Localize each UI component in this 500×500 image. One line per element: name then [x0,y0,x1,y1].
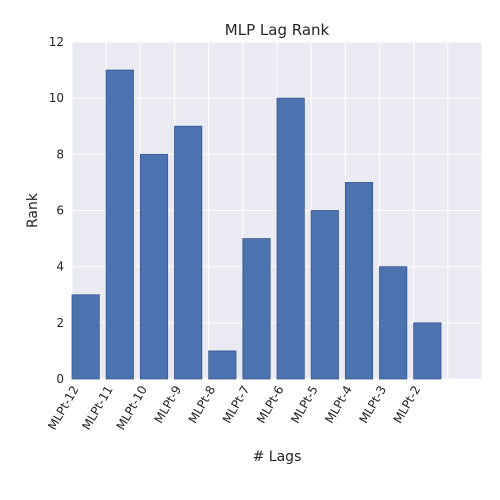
bar-MLPt-4 [344,182,374,380]
bar-MLPt-7 [242,238,271,380]
bars-group [71,69,442,380]
x-tick-label: MLPt-9 [152,383,185,425]
y-tick-label: 6 [56,204,64,218]
x-tick-label: MLPt-4 [322,383,355,425]
bar-MLPt-11 [105,69,134,380]
bar-MLPt-6 [276,97,305,380]
x-tick-label: MLPt-2 [391,383,424,425]
bar-MLPt-12 [71,294,100,380]
bar-MLPt-9 [174,125,203,380]
y-axis-label: Rank [25,192,41,228]
y-tick-label: 10 [49,91,64,105]
x-tick-label: MLPt-3 [357,383,390,425]
x-tick-label: MLPt-6 [254,383,287,425]
x-tick-label: MLPt-5 [288,383,321,425]
bar-MLPt-3 [379,266,408,380]
y-tick-label: 8 [56,147,64,161]
x-tick-label: MLPt-12 [45,383,81,432]
bar-MLPt-2 [413,322,442,380]
x-tick-label: MLPt-7 [220,383,253,425]
chart-title: MLP Lag Rank [225,21,330,39]
bar-MLPt-10 [139,153,169,380]
x-tick-label: MLPt-11 [79,383,115,432]
bar-MLPt-8 [208,350,237,380]
bar-MLPt-5 [310,210,339,380]
x-tick-label: MLPt-10 [114,383,150,432]
y-tick-label: 2 [56,316,64,330]
y-tick-label: 12 [49,35,64,49]
y-tick-labels: 0 2 4 6 8 10 12 [49,35,64,386]
y-tick-label: 0 [56,372,64,386]
x-axis-label: # Lags [253,449,302,465]
x-tick-label: MLPt-8 [186,383,219,425]
y-tick-label: 4 [56,260,64,274]
